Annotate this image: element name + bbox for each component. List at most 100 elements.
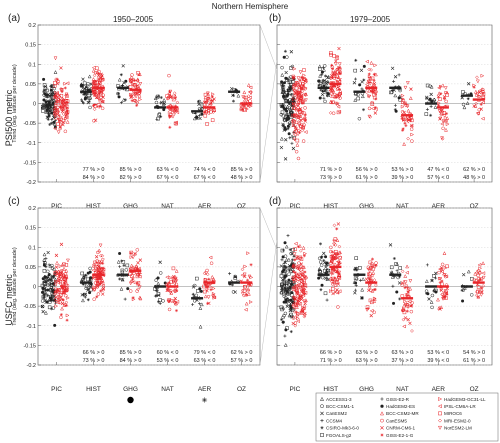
data-point	[95, 281, 100, 286]
data-point	[53, 114, 57, 118]
data-point	[89, 92, 93, 96]
data-point	[397, 94, 402, 99]
data-point	[174, 121, 179, 126]
data-point	[65, 81, 70, 86]
data-point	[303, 106, 307, 110]
data-point	[397, 281, 402, 285]
data-point	[336, 79, 341, 84]
data-point	[292, 84, 296, 88]
data-point	[52, 274, 56, 278]
data-point	[99, 265, 104, 270]
x-tick-label: AER	[432, 386, 446, 393]
data-point	[476, 273, 480, 278]
data-point	[207, 108, 212, 113]
stat-label-cmip6: 82 % > 0	[120, 175, 142, 181]
data-point	[50, 275, 54, 279]
data-point	[97, 92, 101, 96]
data-point	[324, 74, 328, 78]
stat-label-cmip5: 62 % > 0	[463, 167, 485, 173]
data-point	[358, 278, 362, 282]
data-point	[98, 93, 103, 98]
data-point	[279, 274, 284, 278]
data-point	[292, 94, 296, 98]
data-point	[293, 301, 298, 306]
data-point	[280, 318, 284, 322]
data-point	[290, 279, 294, 283]
data-point	[208, 255, 213, 260]
data-point	[302, 303, 307, 308]
data-point	[395, 269, 399, 273]
data-point	[281, 93, 286, 97]
data-point	[332, 223, 337, 228]
data-point	[326, 80, 330, 84]
data-point	[292, 296, 297, 300]
data-point	[244, 301, 249, 306]
data-point	[80, 100, 84, 104]
data-point	[53, 279, 58, 284]
data-point	[291, 146, 296, 151]
panel-c: -0.2 -0.15 -0.1 -0.05 0 0.05 0.1 0.15 0.2 (c) Tren…	[8, 196, 261, 404]
data-point	[56, 289, 61, 294]
data-point	[65, 106, 69, 110]
data-point	[303, 298, 308, 303]
data-point	[89, 276, 93, 280]
data-point	[57, 93, 62, 97]
legend-label: GISS-E2-1-G	[386, 433, 414, 438]
stat-label-cmip5: 63 % > 0	[356, 350, 378, 356]
data-point	[56, 110, 61, 115]
data-point	[302, 282, 307, 287]
data-point	[330, 63, 334, 67]
data-point	[290, 104, 294, 108]
data-point	[389, 90, 393, 95]
data-point	[59, 122, 63, 127]
data-point	[88, 278, 92, 282]
data-point	[49, 103, 53, 107]
data-point	[171, 281, 176, 286]
y-tick-label: -0.05	[23, 304, 36, 310]
data-point	[292, 286, 296, 291]
data-point	[92, 118, 96, 123]
data-point	[60, 291, 64, 295]
data-point	[335, 268, 339, 273]
data-point	[432, 289, 436, 293]
data-point	[317, 276, 321, 280]
data-point	[92, 93, 96, 98]
data-point	[171, 110, 176, 115]
stat-label-cmip6: 48 % > 0	[463, 175, 485, 181]
data-point	[135, 77, 140, 82]
data-point	[364, 90, 369, 94]
data-point	[390, 274, 395, 279]
data-point	[298, 91, 302, 95]
stat-label-cmip5: 62 % > 0	[231, 350, 253, 356]
data-point	[284, 328, 288, 332]
data-point	[131, 83, 136, 87]
data-point	[299, 264, 304, 269]
data-point	[53, 81, 57, 85]
data-point	[322, 96, 326, 100]
data-point	[395, 290, 399, 294]
data-point	[44, 300, 48, 305]
data-point	[335, 102, 340, 106]
data-point	[199, 289, 203, 293]
stat-label-cmip6: 37 % > 0	[391, 358, 413, 364]
data-point	[66, 258, 70, 263]
data-point	[249, 104, 253, 108]
data-point	[367, 272, 371, 277]
data-point	[156, 300, 160, 304]
data-point	[429, 84, 434, 89]
data-point	[43, 292, 47, 296]
data-point	[43, 98, 47, 102]
data-point	[228, 272, 232, 276]
legend-symbol	[380, 397, 384, 401]
data-point	[91, 104, 95, 108]
connector-lines	[259, 24, 278, 183]
stat-label-cmip5: 56 % > 0	[356, 167, 378, 173]
data-point	[203, 113, 208, 118]
data-point	[401, 128, 405, 132]
data-point	[101, 287, 106, 291]
data-point	[439, 92, 443, 96]
data-point	[45, 280, 49, 284]
data-point	[474, 293, 479, 298]
data-point	[369, 313, 373, 318]
data-point	[291, 113, 296, 118]
